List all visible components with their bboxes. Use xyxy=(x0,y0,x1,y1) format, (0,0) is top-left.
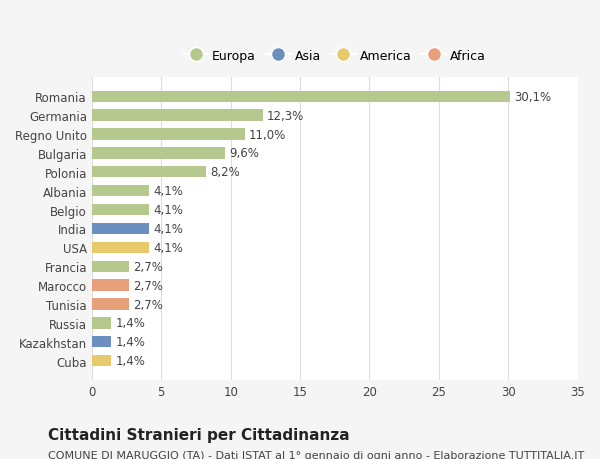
Text: 12,3%: 12,3% xyxy=(267,109,304,123)
Text: 4,1%: 4,1% xyxy=(153,185,183,198)
Bar xyxy=(92,261,130,272)
Text: COMUNE DI MARUGGIO (TA) - Dati ISTAT al 1° gennaio di ogni anno - Elaborazione T: COMUNE DI MARUGGIO (TA) - Dati ISTAT al … xyxy=(48,450,584,459)
Text: 11,0%: 11,0% xyxy=(248,128,286,141)
Bar xyxy=(92,299,130,310)
Text: 8,2%: 8,2% xyxy=(210,166,239,179)
Bar xyxy=(92,224,149,235)
Text: 2,7%: 2,7% xyxy=(133,260,163,273)
Bar xyxy=(92,167,206,178)
Text: 30,1%: 30,1% xyxy=(514,90,551,104)
Legend: Europa, Asia, America, Africa: Europa, Asia, America, Africa xyxy=(178,45,491,67)
Bar xyxy=(92,318,111,329)
Text: 1,4%: 1,4% xyxy=(115,317,145,330)
Bar xyxy=(92,148,225,159)
Text: Cittadini Stranieri per Cittadinanza: Cittadini Stranieri per Cittadinanza xyxy=(48,427,350,442)
Bar xyxy=(92,91,509,103)
Bar xyxy=(92,242,149,253)
Text: 1,4%: 1,4% xyxy=(115,336,145,348)
Bar xyxy=(92,204,149,216)
Text: 4,1%: 4,1% xyxy=(153,241,183,254)
Bar xyxy=(92,280,130,291)
Bar xyxy=(92,129,245,140)
Text: 4,1%: 4,1% xyxy=(153,223,183,235)
Bar xyxy=(92,110,263,122)
Bar xyxy=(92,185,149,197)
Bar xyxy=(92,336,111,348)
Bar xyxy=(92,355,111,367)
Text: 2,7%: 2,7% xyxy=(133,279,163,292)
Text: 1,4%: 1,4% xyxy=(115,354,145,367)
Text: 4,1%: 4,1% xyxy=(153,204,183,217)
Text: 9,6%: 9,6% xyxy=(229,147,259,160)
Text: 2,7%: 2,7% xyxy=(133,298,163,311)
